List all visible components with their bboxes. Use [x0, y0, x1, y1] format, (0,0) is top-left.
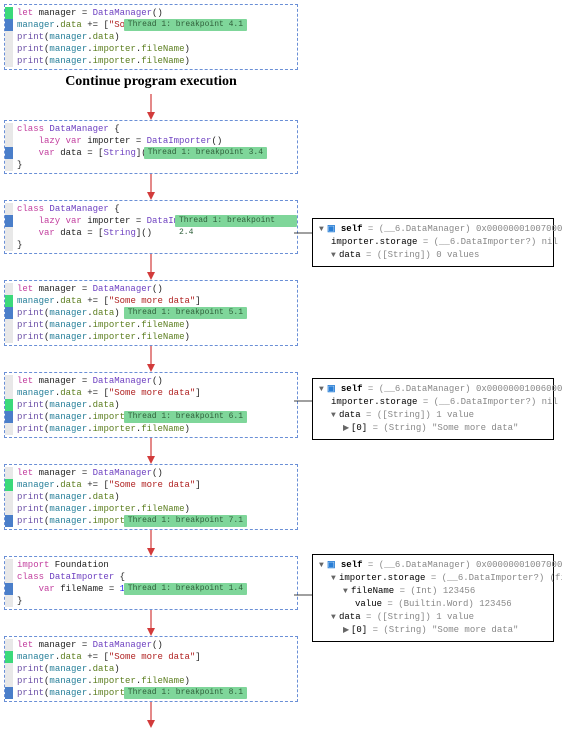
breakpoint-label: Thread 1: breakpoint 1.4	[124, 583, 247, 595]
var-row[interactable]: ▼importer.storage = (__6.DataImporter?) …	[319, 572, 547, 585]
debug-variables-panel-3: ▼▣ self = (__6.DataManager) 0x0000000100…	[312, 554, 554, 642]
var-row[interactable]: ▼▣ self = (__6.DataManager) 0x0000000100…	[319, 559, 547, 572]
code-block-2: class DataManager { lazy var importer = …	[4, 120, 298, 174]
breakpoint-label: Thread 1: breakpoint 4.1	[124, 19, 247, 31]
arrow-icon	[145, 94, 157, 120]
var-row[interactable]: ▶[0] = (String) "Some more data"	[319, 624, 547, 637]
arrow-icon	[145, 438, 157, 464]
code-block-5: let manager = DataManager() manager.data…	[4, 372, 298, 438]
breakpoint-label: Thread 1: breakpoint 5.1	[124, 307, 247, 319]
code-block-8: let manager = DataManager() manager.data…	[4, 636, 298, 702]
code-block-7: import Foundation class DataImporter { v…	[4, 556, 298, 610]
breakpoint-label: Thread 1: breakpoint 8.1	[124, 687, 247, 699]
var-row[interactable]: importer.storage = (__6.DataImporter?) n…	[319, 396, 547, 409]
code-block-4: let manager = DataManager() manager.data…	[4, 280, 298, 346]
debug-variables-panel-1: ▼▣ self = (__6.DataManager) 0x0000000100…	[312, 218, 554, 267]
var-row[interactable]: ▼fileName = (Int) 123456	[319, 585, 547, 598]
var-row[interactable]: value = (Builtin.Word) 123456	[319, 598, 547, 611]
arrow-icon	[145, 530, 157, 556]
flowchart-column: let manager = DataManager() manager.data…	[4, 4, 298, 728]
breakpoint-label: Thread 1: breakpoint 7.1	[124, 515, 247, 527]
arrow-icon	[145, 254, 157, 280]
var-row[interactable]: ▶[0] = (String) "Some more data"	[319, 422, 547, 435]
var-row[interactable]: ▼▣ self = (__6.DataManager) 0x0000000100…	[319, 223, 547, 236]
breakpoint-label: Thread 1: breakpoint 6.1	[124, 411, 247, 423]
breakpoint-label: Thread 1: breakpoint 2.4	[175, 215, 297, 227]
var-row[interactable]: importer.storage = (__6.DataImporter?) n…	[319, 236, 547, 249]
breakpoint-label: Thread 1: breakpoint 3.4	[144, 147, 267, 159]
arrow-icon	[145, 174, 157, 200]
arrow-icon	[145, 702, 157, 728]
arrow-icon	[145, 610, 157, 636]
var-row[interactable]: ▼▣ self = (__6.DataManager) 0x0000000100…	[319, 383, 547, 396]
code-block-3: class DataManager { lazy var importer = …	[4, 200, 298, 254]
arrow-icon	[145, 346, 157, 372]
code-block-6: let manager = DataManager() manager.data…	[4, 464, 298, 530]
debug-variables-panel-2: ▼▣ self = (__6.DataManager) 0x0000000100…	[312, 378, 554, 440]
var-row[interactable]: ▼data = ([String]) 1 value	[319, 409, 547, 422]
var-row[interactable]: ▼data = ([String]) 0 values	[319, 249, 547, 262]
var-row[interactable]: ▼data = ([String]) 1 value	[319, 611, 547, 624]
section-title: Continue program execution	[4, 74, 298, 90]
code-block-1: let manager = DataManager() manager.data…	[4, 4, 298, 70]
